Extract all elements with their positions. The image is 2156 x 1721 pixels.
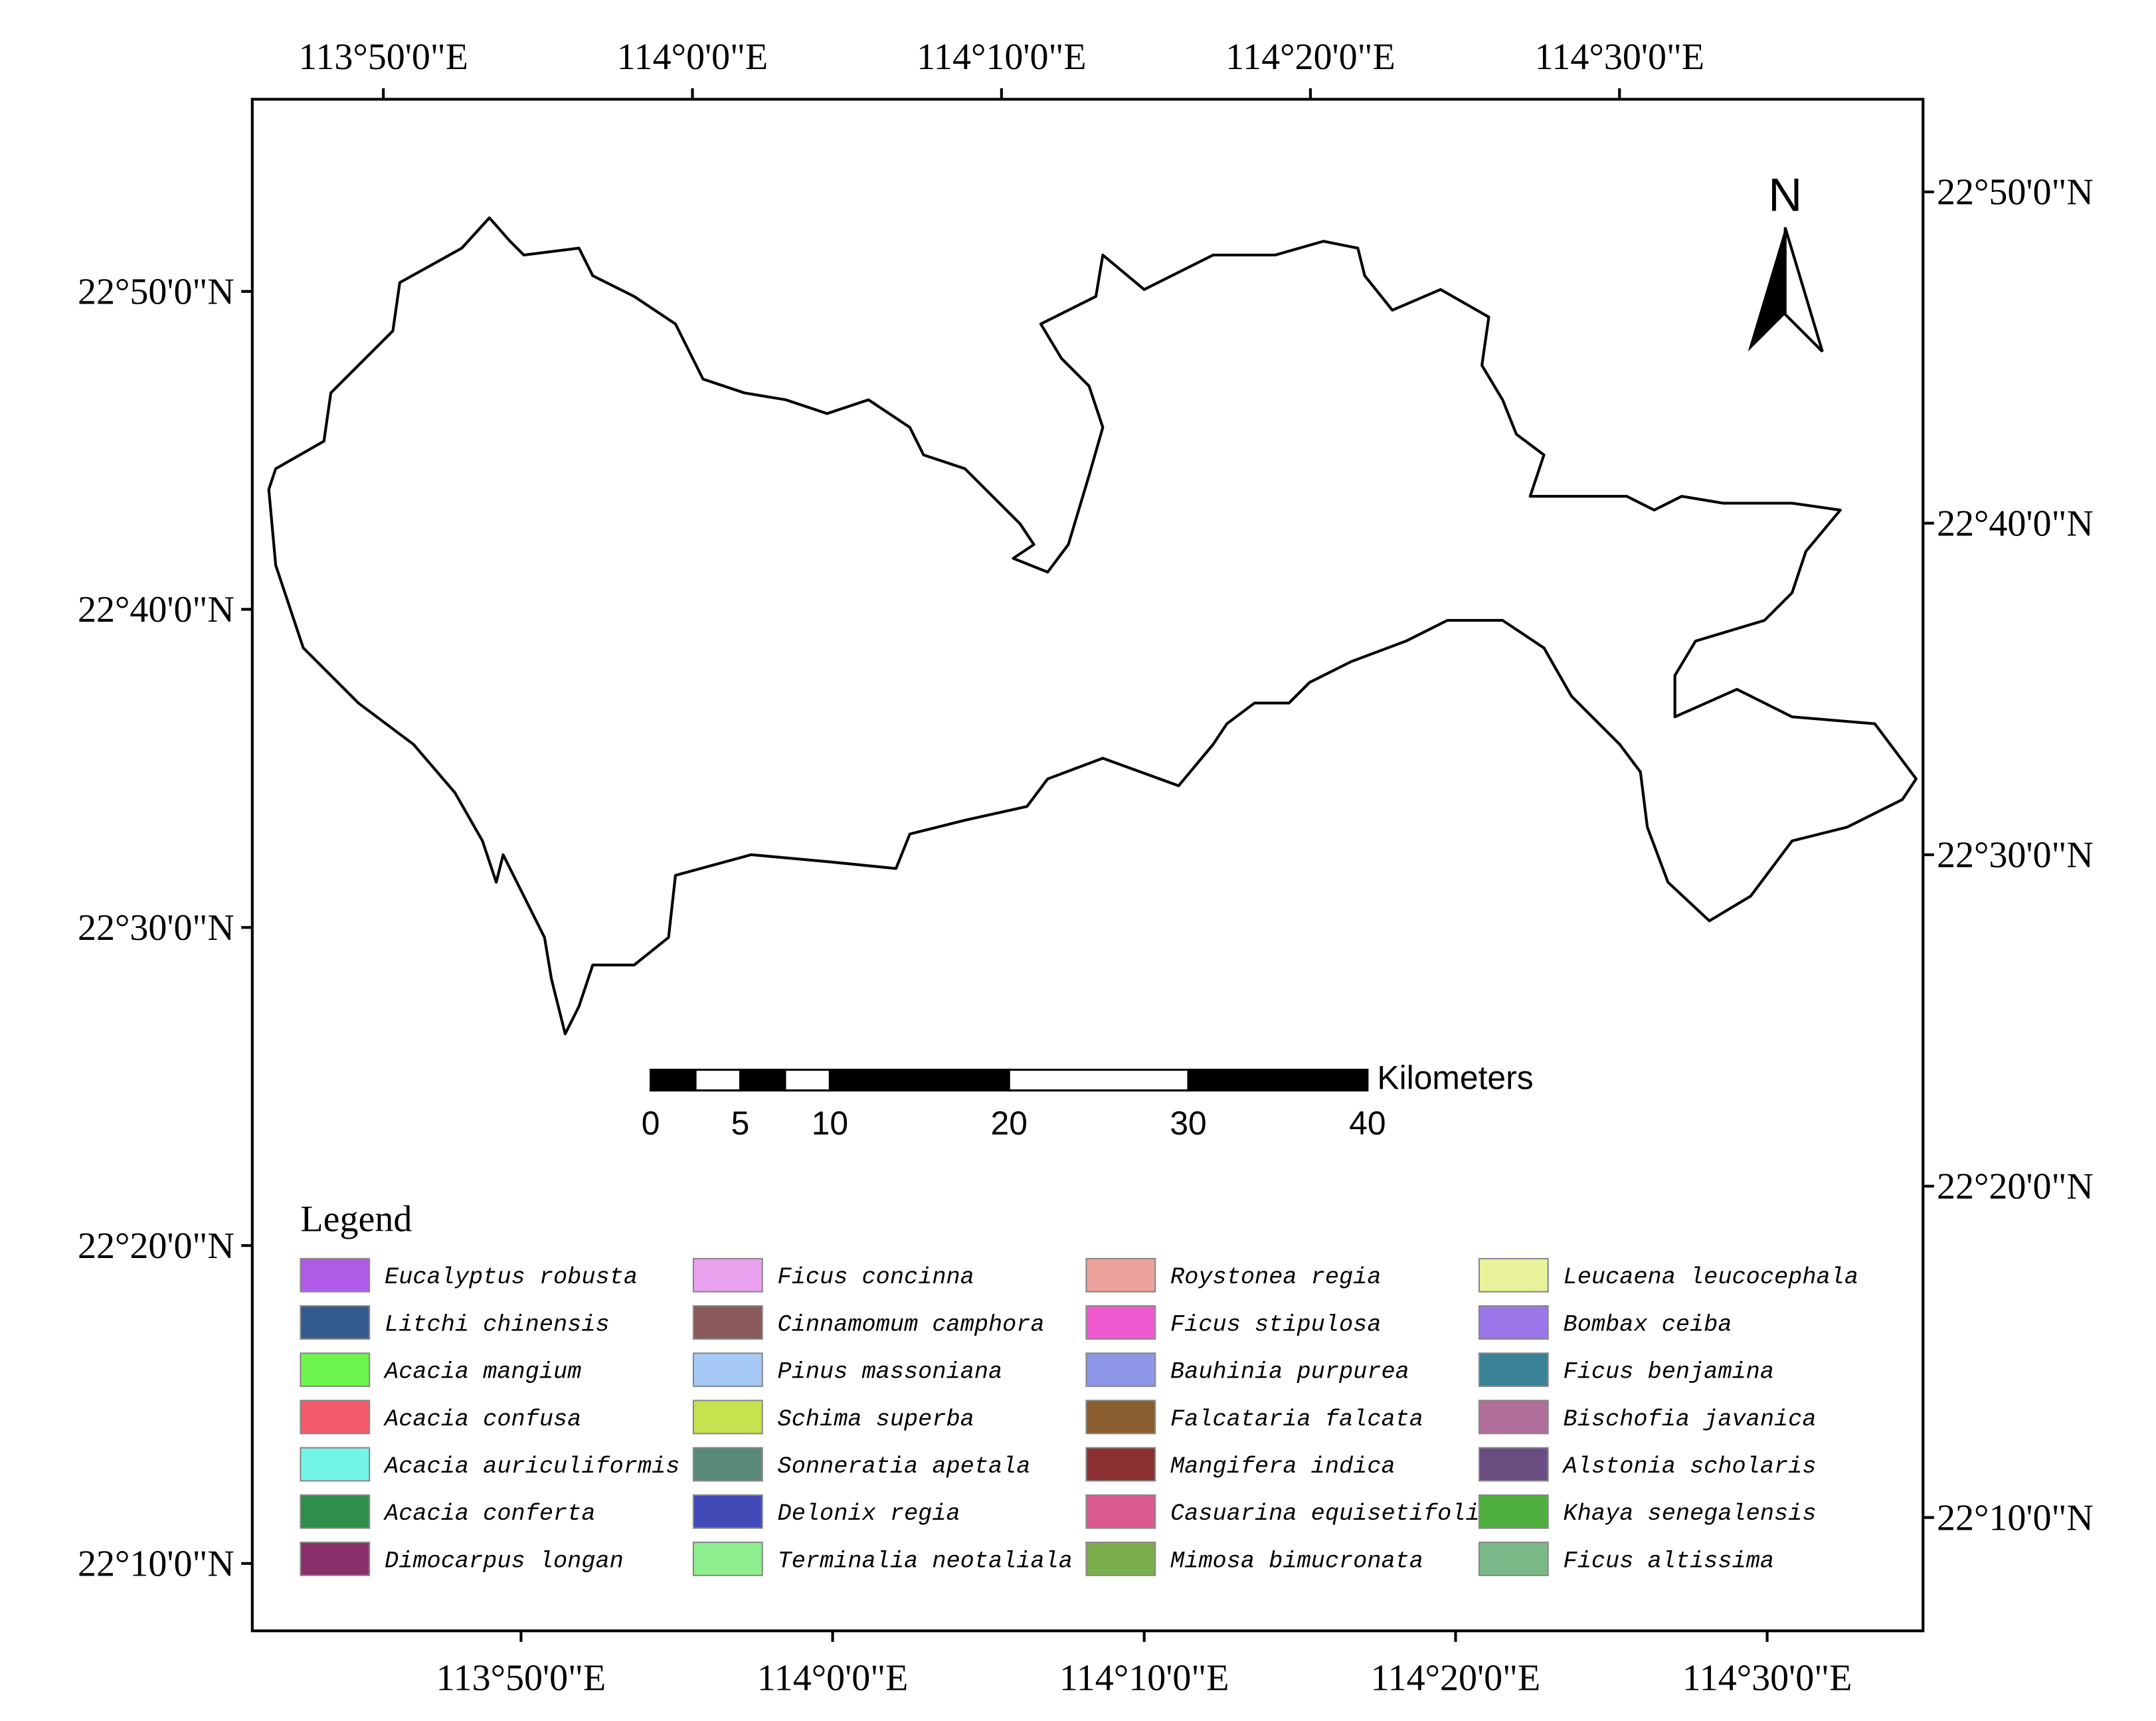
- legend-label: Mangifera indica: [1170, 1453, 1395, 1480]
- legend-label: Casuarina equisetifolia: [1170, 1500, 1494, 1527]
- coord-label: 114°0'0"E: [757, 1658, 909, 1699]
- legend-label: Roystonea regia: [1170, 1264, 1381, 1291]
- scale-label: 20: [991, 1105, 1028, 1142]
- legend-swatch: [692, 1400, 763, 1435]
- legend-swatch: [300, 1400, 371, 1435]
- legend-label: Ficus concinna: [778, 1264, 974, 1291]
- legend-swatch: [300, 1494, 371, 1529]
- coord-label: 22°40'0"N: [1937, 503, 2094, 544]
- legend-swatch: [1085, 1447, 1156, 1482]
- legend-label: Acacia confusa: [383, 1406, 581, 1433]
- legend-swatch: [692, 1257, 763, 1293]
- legend-swatch: [300, 1257, 371, 1293]
- legend-label: Bombax ceiba: [1564, 1311, 1732, 1338]
- legend-swatch: [1085, 1541, 1156, 1576]
- scale-label: 30: [1170, 1105, 1206, 1142]
- legend-label: Falcataria falcata: [1170, 1406, 1423, 1433]
- scale-segment: [1008, 1068, 1190, 1092]
- legend-swatch: [1085, 1305, 1156, 1340]
- legend-swatch: [692, 1447, 763, 1482]
- scale-segment: [784, 1068, 831, 1092]
- legend-swatch: [1085, 1494, 1156, 1529]
- legend-label: Khaya senegalensis: [1564, 1500, 1817, 1527]
- legend-swatch: [1478, 1494, 1549, 1529]
- legend-swatch: [1478, 1305, 1549, 1340]
- scale-label: 10: [812, 1105, 848, 1142]
- coord-label: 114°20'0"E: [1225, 37, 1395, 78]
- coord-label: 113°50'0"E: [298, 37, 468, 78]
- legend-swatch: [692, 1494, 763, 1529]
- legend-swatch: [1085, 1257, 1156, 1293]
- legend-label: Dimocarpus longan: [385, 1548, 624, 1574]
- coord-label: 114°10'0"E: [917, 37, 1087, 78]
- legend-swatch: [1085, 1352, 1156, 1388]
- legend-swatch: [1085, 1400, 1156, 1435]
- legend-swatch: [300, 1305, 371, 1340]
- scale-segment: [828, 1068, 1010, 1092]
- coord-label: 22°10'0"N: [1937, 1497, 2094, 1538]
- scale-label: 40: [1349, 1105, 1386, 1142]
- legend-label: Pinus massoniana: [778, 1359, 1003, 1386]
- legend-label: Mimosa bimucronata: [1170, 1548, 1423, 1574]
- scale-segment: [739, 1068, 786, 1092]
- legend-label: Leucaena leucocephala: [1564, 1264, 1858, 1291]
- coord-label: 114°0'0"E: [617, 37, 768, 78]
- legend-swatch: [1478, 1257, 1549, 1293]
- legend-label: Delonix regia: [778, 1500, 960, 1527]
- legend-label: Bauhinia purpurea: [1170, 1359, 1409, 1386]
- coord-label: 22°50'0"N: [78, 271, 234, 312]
- legend-swatch: [300, 1541, 371, 1576]
- north-label: N: [1768, 169, 1802, 221]
- legend-label: Acacia mangium: [383, 1359, 581, 1386]
- scale-label: 5: [731, 1105, 750, 1142]
- legend-swatch: [1478, 1447, 1549, 1482]
- legend-swatch: [692, 1352, 763, 1388]
- legend-title: Legend: [300, 1198, 412, 1239]
- legend-label: Schima superba: [778, 1406, 974, 1433]
- legend-swatch: [692, 1541, 763, 1576]
- legend-label: Sonneratia apetala: [778, 1453, 1031, 1480]
- scale-segment: [694, 1068, 742, 1092]
- coord-label: 22°20'0"N: [1937, 1166, 2094, 1208]
- legend-label: Ficus stipulosa: [1170, 1311, 1381, 1338]
- coord-label: 22°30'0"N: [1937, 834, 2094, 875]
- coord-label: 113°50'0"E: [436, 1658, 606, 1699]
- legend-label: Acacia auriculiformis: [383, 1453, 679, 1480]
- coord-label: 114°10'0"E: [1059, 1658, 1229, 1699]
- legend-swatch: [1478, 1400, 1549, 1435]
- coord-label: 114°30'0"E: [1682, 1658, 1852, 1699]
- scale-unit: Kilometers: [1377, 1059, 1533, 1097]
- legend-swatch: [300, 1447, 371, 1482]
- legend-swatch: [1478, 1352, 1549, 1388]
- north-arrow-right: [1783, 226, 1824, 353]
- region-outline: [267, 216, 1918, 1036]
- coord-label: 22°30'0"N: [78, 907, 234, 949]
- legend-label: Ficus altissima: [1564, 1548, 1774, 1574]
- legend-label: Ficus benjamina: [1564, 1359, 1774, 1386]
- legend-label: Eucalyptus robusta: [385, 1264, 638, 1291]
- coord-label: 22°40'0"N: [78, 589, 234, 630]
- legend-label: Alstonia scholaris: [1562, 1453, 1817, 1480]
- legend-swatch: [300, 1352, 371, 1388]
- legend-label: Cinnamomum camphora: [778, 1311, 1045, 1338]
- scale-segment: [1187, 1068, 1369, 1092]
- legend-label: Acacia conferta: [383, 1500, 595, 1527]
- coord-label: 22°50'0"N: [1937, 172, 2094, 213]
- scale-label: 0: [642, 1105, 660, 1142]
- legend-swatch: [692, 1305, 763, 1340]
- scale-segment: [650, 1068, 697, 1092]
- legend-label: Bischofia javanica: [1564, 1406, 1817, 1433]
- legend-label: Litchi chinensis: [385, 1311, 610, 1338]
- coord-label: 114°30'0"E: [1535, 37, 1705, 78]
- coord-label: 22°10'0"N: [78, 1544, 234, 1585]
- coord-label: 114°20'0"E: [1371, 1658, 1541, 1699]
- legend-label: Terminalia neotaliala: [778, 1548, 1073, 1574]
- coord-label: 22°20'0"N: [78, 1225, 234, 1267]
- legend-swatch: [1478, 1541, 1549, 1576]
